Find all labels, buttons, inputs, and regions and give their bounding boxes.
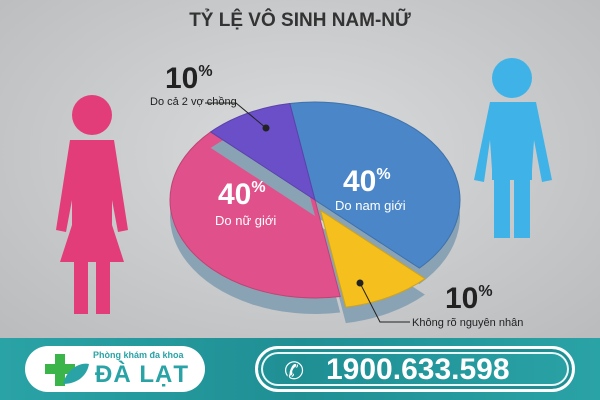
phone-icon: ✆ bbox=[284, 358, 305, 385]
man-figure bbox=[474, 58, 552, 238]
label-unknown: Không rõ nguyên nhân bbox=[412, 317, 524, 329]
pct-female: 40% bbox=[218, 178, 266, 211]
pct-both: 10% bbox=[165, 62, 213, 95]
leader-line bbox=[205, 102, 267, 129]
pie-slice-3 bbox=[169, 131, 341, 299]
clinic-name: ĐÀ LẠT bbox=[95, 361, 189, 388]
clinic-logo[interactable]: Phòng khám đa khoa ĐÀ LẠT bbox=[25, 346, 205, 392]
leader-dot bbox=[262, 124, 270, 132]
hotline-button[interactable]: ✆ 1900.633.598 bbox=[255, 346, 575, 392]
cross-leaf-icon bbox=[45, 354, 89, 386]
chart-title: TỶ LỆ VÔ SINH NAM-NỮ bbox=[189, 10, 411, 31]
pie-slice-2 bbox=[319, 209, 426, 308]
label-both: Do cả 2 vợ chồng bbox=[150, 96, 237, 108]
label-female: Do nữ giới bbox=[215, 213, 277, 228]
pct-male: 40% bbox=[343, 165, 391, 198]
label-male: Do nam giới bbox=[335, 198, 406, 213]
hotline-number: 1900.633.598 bbox=[326, 353, 510, 386]
leader-dot bbox=[356, 279, 364, 287]
clinic-subtitle: Phòng khám đa khoa bbox=[93, 350, 184, 360]
pie-slice-4 bbox=[209, 102, 316, 202]
pie-chart bbox=[56, 58, 552, 324]
pie-slice-1 bbox=[289, 101, 461, 269]
pct-unknown: 10% bbox=[445, 282, 493, 315]
leader-line bbox=[359, 282, 410, 323]
woman-figure bbox=[56, 95, 128, 314]
